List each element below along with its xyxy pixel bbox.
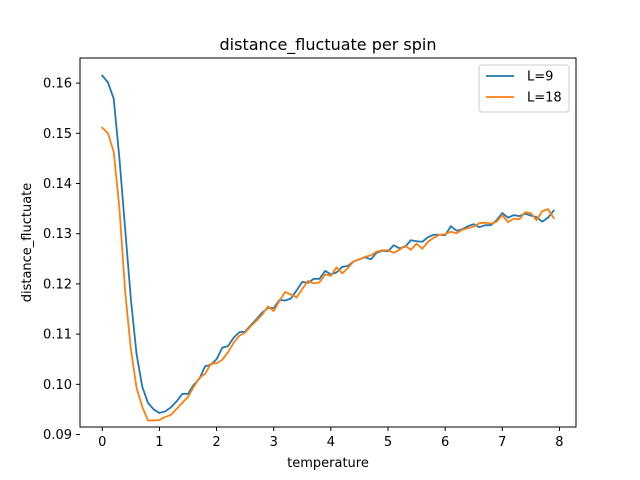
series-line-l9: [101, 74, 555, 414]
x-ticks: 0 1 2 3 4 5 6 7 8: [98, 427, 564, 450]
y-tick-label: 0.15: [43, 127, 72, 142]
legend-label-l9: L=9: [527, 70, 553, 85]
y-tick-label: 0.14: [43, 177, 72, 192]
y-tick-label: 0.13: [43, 227, 72, 242]
series-line-l18: [101, 126, 555, 422]
x-tick-label: 3: [270, 435, 278, 450]
y-tick-label: 0.16: [43, 77, 72, 92]
chart-title: distance_fluctuate per spin: [220, 35, 437, 55]
x-tick-label: 6: [441, 435, 449, 450]
axes-frame: [79, 57, 577, 428]
x-tick-label: 2: [212, 435, 220, 450]
x-tick-label: 8: [555, 435, 563, 450]
x-tick-label: 7: [498, 435, 506, 450]
x-tick-label: 1: [155, 435, 163, 450]
y-tick-label: 0.12: [43, 277, 72, 292]
y-ticks: 0.09 0.10 0.11 0.12 0.13 0.14 0.15 0.16: [43, 77, 80, 443]
legend: L=9 L=18: [478, 64, 570, 113]
y-tick-label: 0.11: [43, 328, 72, 343]
x-axis-label: temperature: [287, 456, 369, 471]
x-tick-label: 4: [327, 435, 335, 450]
series-lines: [101, 74, 555, 422]
x-tick-label: 0: [98, 435, 106, 450]
y-tick-label: 0.10: [43, 378, 72, 393]
y-axis-label: distance_fluctuate: [20, 183, 35, 303]
x-tick-label: 5: [384, 435, 392, 450]
legend-label-l18: L=18: [527, 91, 562, 106]
y-tick-label: 0.09: [43, 428, 72, 443]
